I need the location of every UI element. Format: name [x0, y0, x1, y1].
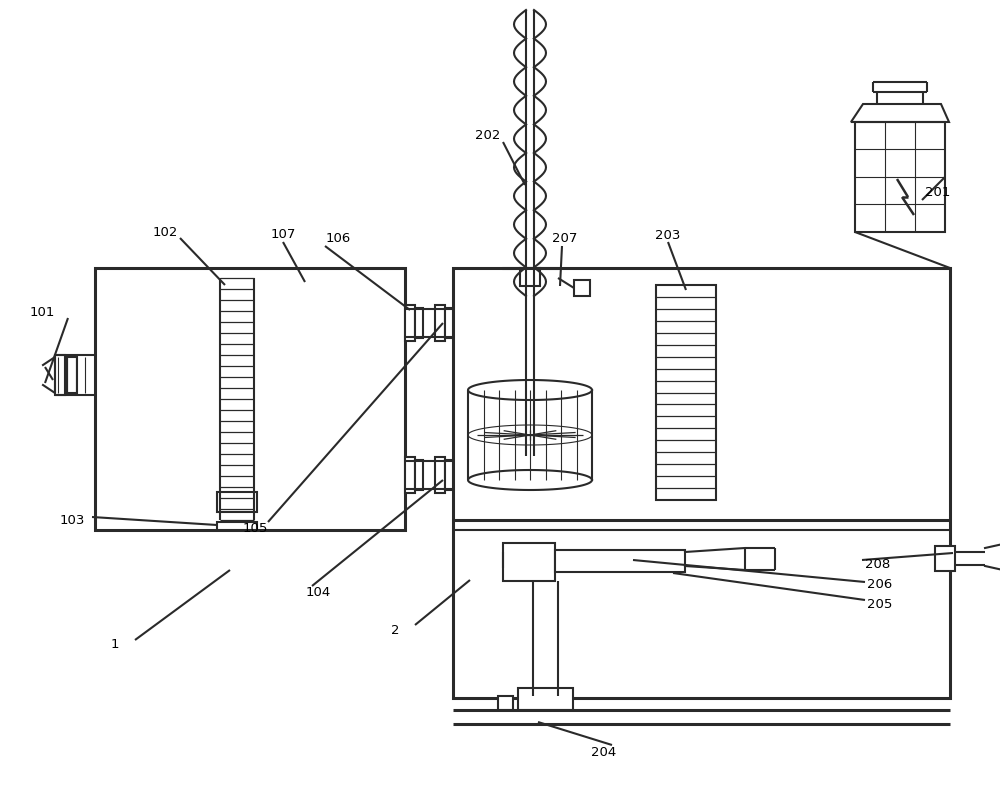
Text: 105: 105 — [242, 522, 268, 534]
Text: 103: 103 — [59, 514, 85, 526]
Text: 206: 206 — [867, 578, 893, 592]
Bar — [217, 492, 257, 512]
Text: 1: 1 — [111, 638, 119, 652]
Bar — [435, 457, 445, 493]
Bar — [520, 268, 540, 286]
Bar — [574, 280, 590, 296]
Text: 106: 106 — [325, 232, 351, 244]
Text: 101: 101 — [29, 306, 55, 318]
Bar — [518, 688, 573, 710]
Text: 107: 107 — [270, 228, 296, 240]
Text: 204: 204 — [591, 745, 617, 759]
Bar — [498, 696, 513, 710]
Bar — [656, 285, 716, 500]
Text: 201: 201 — [925, 185, 951, 199]
Text: 205: 205 — [867, 597, 893, 611]
Bar — [415, 308, 423, 338]
Text: 203: 203 — [655, 229, 681, 241]
Bar — [55, 355, 65, 395]
Bar — [555, 550, 685, 572]
Bar — [503, 543, 555, 581]
Text: 208: 208 — [865, 557, 891, 571]
Bar — [445, 460, 453, 490]
Bar — [95, 268, 405, 530]
Text: 202: 202 — [475, 128, 501, 142]
Text: 102: 102 — [152, 225, 178, 239]
Bar — [435, 305, 445, 341]
Text: 207: 207 — [552, 232, 578, 244]
Bar — [67, 357, 77, 393]
Bar — [405, 305, 415, 341]
Bar — [935, 546, 955, 571]
Bar — [855, 122, 945, 232]
Bar — [415, 460, 423, 490]
Bar — [217, 522, 257, 530]
Text: 2: 2 — [391, 623, 399, 637]
Text: 104: 104 — [305, 585, 331, 599]
Bar — [405, 457, 415, 493]
Bar — [445, 308, 453, 338]
Bar — [453, 268, 950, 698]
